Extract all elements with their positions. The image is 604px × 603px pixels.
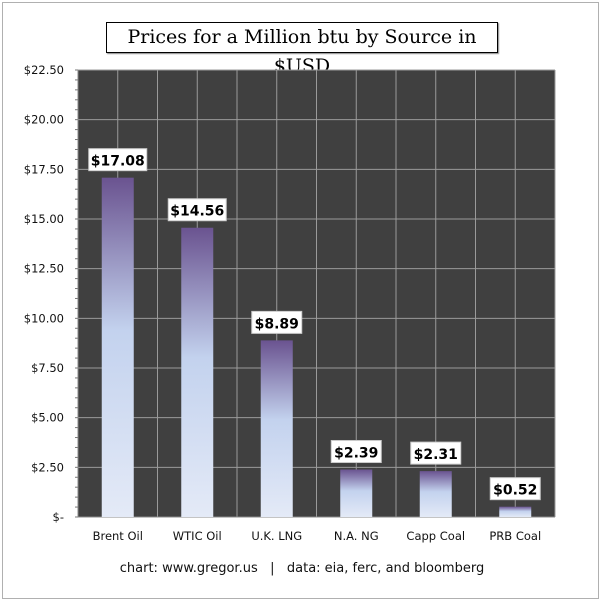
x-tick-label: Capp Coal	[406, 529, 465, 543]
y-tick-label: $10.00	[24, 311, 64, 325]
x-tick-label: N.A. NG	[334, 529, 379, 543]
x-tick-label: PRB Coal	[489, 529, 541, 543]
data-label: $2.31	[414, 447, 458, 463]
data-label: $17.08	[91, 154, 145, 170]
data-label-box	[410, 441, 462, 465]
chart-frame	[2, 2, 599, 599]
y-tick-label: $-	[53, 510, 64, 524]
data-label-box	[167, 198, 227, 222]
data-label: $2.39	[334, 446, 378, 462]
data-label-box	[489, 477, 541, 501]
data-label: $8.89	[255, 316, 299, 332]
y-tick-label: $17.50	[24, 162, 64, 176]
x-tick-label: Brent Oil	[93, 529, 143, 543]
bar	[181, 227, 214, 517]
y-tick-label: $20.00	[24, 113, 64, 127]
chart-credit: chart: www.gregor.us | data: eia, ferc, …	[119, 561, 485, 576]
x-tick-label: U.K. LNG	[251, 529, 302, 543]
y-tick-label: $15.00	[24, 212, 64, 226]
y-tick-label: $5.00	[31, 411, 64, 425]
y-tick-label: $12.50	[24, 262, 64, 276]
bar	[101, 177, 134, 517]
y-tick-label: $22.50	[24, 63, 64, 77]
data-label-box	[88, 148, 148, 172]
data-label: $0.52	[493, 483, 537, 499]
x-tick-label: WTIC Oil	[173, 529, 222, 543]
bar	[340, 469, 373, 517]
data-label-box	[251, 310, 303, 334]
y-tick-label: $7.50	[31, 361, 64, 375]
bar	[419, 471, 452, 517]
bar	[260, 340, 293, 517]
data-label: $14.56	[170, 204, 224, 220]
y-tick-label: $2.50	[31, 460, 64, 474]
bar	[499, 506, 532, 517]
data-label-box	[330, 440, 382, 464]
